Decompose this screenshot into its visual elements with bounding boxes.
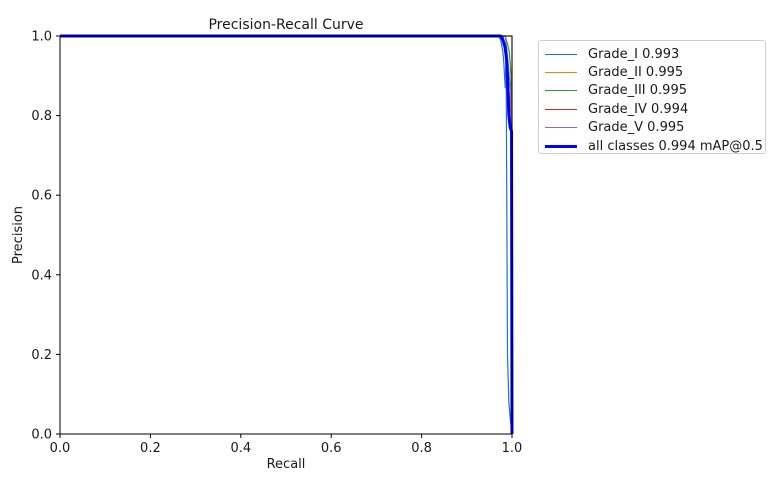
legend-entry: Grade_II 0.995 [539,63,683,81]
y-tick-label: 0.2 [31,348,52,363]
legend-swatch [545,53,577,55]
y-tick-label: 0.6 [31,189,52,204]
legend-label: all classes 0.994 mAP@0.5 [588,138,763,154]
legend-swatch [545,127,577,129]
x-tick-label: 0.6 [321,441,342,456]
chart-title: Precision-Recall Curve [208,17,363,33]
legend-label: Grade_I 0.993 [588,46,680,62]
y-tick-label: 0.4 [31,268,52,283]
x-tick-label: 0.4 [230,441,251,456]
x-axis-label: Recall [267,457,306,472]
series-line-5 [60,34,514,435]
legend-label: Grade_IV 0.994 [588,101,689,117]
plot-frame [59,35,513,435]
x-tick-label: 1.0 [502,441,523,456]
legend-label: Grade_II 0.995 [588,64,684,80]
y-tick-label: 0.0 [31,428,52,443]
y-tick-label: 0.8 [31,109,52,124]
legend-swatch [545,71,577,73]
legend-swatch [545,144,577,148]
y-axis-ticks: 0.0 0.2 0.4 0.6 0.8 1.0 [31,30,60,443]
x-axis-ticks: 0.0 0.2 0.4 0.6 0.8 1.0 [50,434,523,456]
series-line-0 [60,35,513,435]
x-tick-label: 0.0 [50,441,71,456]
y-tick-label: 1.0 [31,30,52,45]
legend-entry: Grade_V 0.995 [539,119,684,137]
y-axis-label: Precision [11,206,26,264]
legend-entry: Grade_I 0.993 [539,45,679,63]
legend-entry: Grade_IV 0.994 [539,100,688,118]
legend-swatch [545,108,577,110]
legend-label: Grade_V 0.995 [588,120,685,136]
legend-entry: all classes 0.994 mAP@0.5 [539,137,763,155]
legend-swatch [545,90,577,92]
legend-entry: Grade_III 0.995 [539,82,687,100]
plot-area [60,36,512,434]
x-tick-label: 0.8 [411,441,432,456]
legend-label: Grade_III 0.995 [588,83,687,99]
x-tick-label: 0.2 [140,441,161,456]
legend: Grade_I 0.993 Grade_II 0.995 Grade_III 0.9… [538,40,766,154]
